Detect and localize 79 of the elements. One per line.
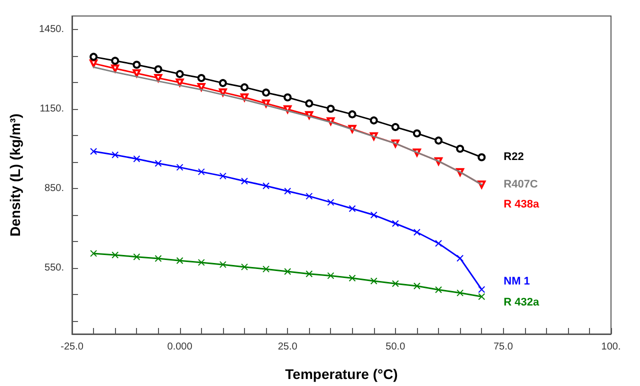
point [90,250,98,257]
text: R 438a [504,198,540,211]
point [112,252,119,259]
point [478,153,486,162]
point [112,151,119,158]
point [132,60,141,69]
point [306,192,313,200]
point [176,70,184,78]
x-axis-title: Temperature (°C) [285,366,398,382]
point [176,164,184,171]
point [198,258,205,266]
series-label: R 432a [504,296,540,309]
point [154,254,162,262]
point [262,266,270,273]
point [348,110,356,118]
point [90,148,98,155]
point [176,78,184,87]
point [327,198,334,206]
point [90,52,98,61]
x-tick-label: 0.000 [167,342,193,352]
point [154,160,162,167]
point [305,99,314,108]
x-tick-label: 25.0 [278,342,298,352]
x-tick-label: 50.0 [386,342,406,352]
series-label: R407C [504,178,538,191]
point [478,286,486,293]
y-tick-label: 550. [44,262,64,274]
series-label: R22 [504,151,524,164]
point [176,257,184,264]
series-label: NM 1 [504,275,530,288]
point [327,272,334,280]
y-axis-title: Density (L) (kg/m³) [7,114,23,236]
point [154,65,162,74]
point [456,289,464,296]
point [133,253,140,260]
point [435,240,442,247]
point [284,268,292,275]
x-tick-label: 75.0 [493,342,514,352]
point [132,69,141,78]
point [240,178,248,185]
point [456,254,464,262]
point [392,220,399,227]
point [456,144,464,153]
point [348,205,356,212]
point [198,168,205,176]
point [413,228,420,236]
point [240,83,248,92]
point [197,74,206,82]
point [218,88,227,96]
point [370,116,378,124]
x-tick-label: -25.0 [60,342,84,352]
x-tick-label: 100. [601,342,621,352]
point [326,104,335,113]
point [478,293,486,300]
point [370,278,378,284]
point [412,129,421,138]
point [218,79,227,88]
point [284,188,292,195]
y-tick-label: 1150. [40,103,64,114]
point [392,280,399,288]
point [413,282,420,290]
point [133,155,140,162]
y-tick-label: 1450. [38,24,64,35]
point [306,270,313,278]
point [219,261,226,268]
point [391,123,400,132]
point [240,263,248,270]
point [435,286,442,294]
point [111,56,120,65]
point [262,182,270,190]
point [154,74,162,82]
point [284,93,292,102]
point [370,212,378,219]
point [262,88,270,97]
y-tick-label: 850. [44,182,64,194]
point [197,83,206,92]
point [348,274,356,282]
point [434,136,443,145]
point [219,172,226,180]
